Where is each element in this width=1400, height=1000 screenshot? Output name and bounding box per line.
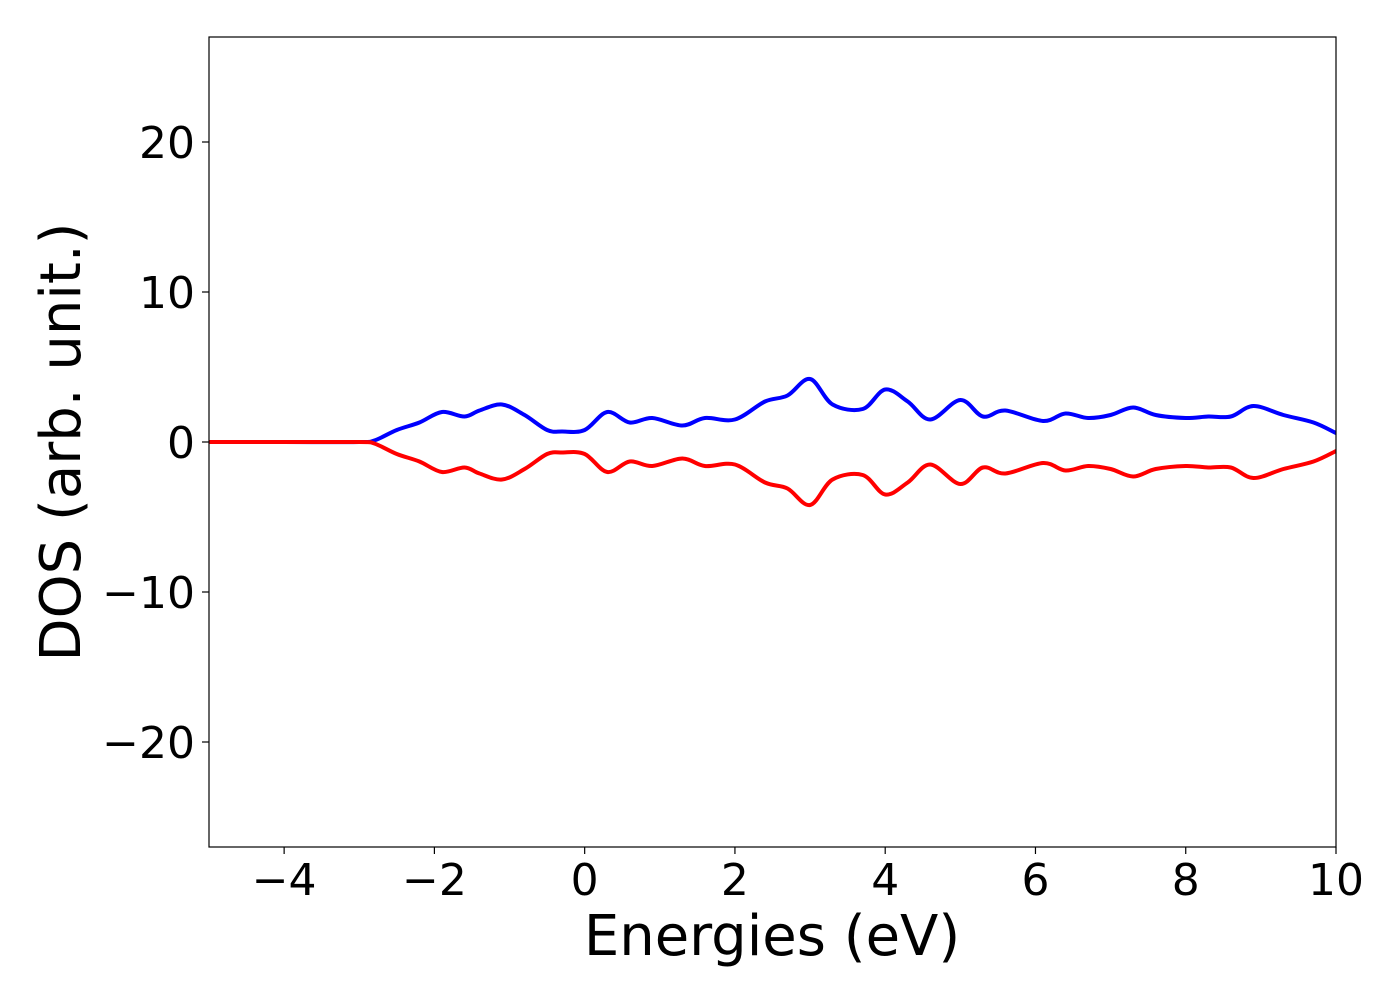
- series-layer: [209, 376, 1336, 508]
- y-tick-label: 10: [139, 268, 195, 319]
- x-tick-label: 0: [571, 855, 599, 906]
- x-tick-label: 8: [1172, 855, 1200, 906]
- x-axis-title: Energies (eV): [584, 904, 960, 969]
- y-tick-label: −10: [102, 568, 195, 619]
- y-tick-label: 0: [167, 418, 195, 469]
- series-line-2: [209, 439, 1336, 508]
- y-axis: 20 10 0 −10 −20: [102, 118, 209, 769]
- x-axis: −4 −2 0 2 4 6 8 10: [252, 847, 1364, 906]
- x-tick-label: −4: [252, 855, 317, 906]
- y-axis-title: DOS (arb. unit.): [29, 222, 94, 661]
- x-tick-label: 2: [721, 855, 749, 906]
- series-line-1: [209, 376, 1336, 445]
- y-tick-label: −20: [102, 718, 195, 769]
- plot-area: [209, 37, 1336, 847]
- y-tick-label: 20: [139, 118, 195, 169]
- x-tick-label: 4: [871, 855, 899, 906]
- x-tick-label: −2: [402, 855, 467, 906]
- x-tick-label: 10: [1308, 855, 1364, 906]
- x-tick-label: 6: [1021, 855, 1049, 906]
